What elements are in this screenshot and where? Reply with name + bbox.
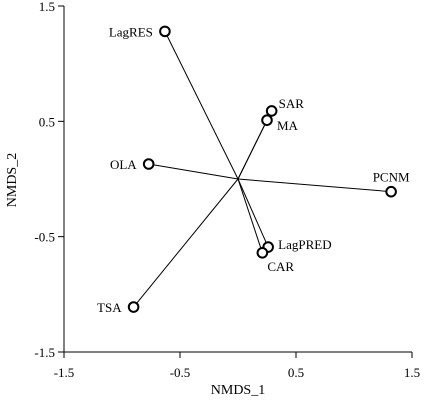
label-tsa: TSA — [97, 300, 122, 315]
y-axis-ticks: 1.5 0.5 -0.5 -1.5 — [34, 0, 64, 360]
point-sar — [265, 105, 278, 117]
y-tick-label: -0.5 — [34, 230, 55, 245]
vector-car — [237, 178, 263, 253]
point-ola — [142, 158, 155, 170]
y-tick-label: -1.5 — [34, 345, 55, 360]
label-sar: SAR — [279, 96, 305, 111]
point-ma — [261, 114, 273, 126]
vector-lagpred — [237, 178, 269, 248]
x-axis-ticks: -1.5 -0.5 0.5 1.5 — [54, 352, 420, 380]
axes — [63, 6, 412, 353]
label-ma: MA — [277, 118, 299, 133]
x-tick-label: -1.5 — [54, 365, 75, 380]
point-labels: LagRES SAR MA OLA PCNM LagPRED CAR TSA — [97, 24, 410, 315]
x-tick-label: 0.5 — [288, 365, 304, 380]
label-ola: OLA — [110, 157, 137, 172]
label-car: CAR — [267, 259, 294, 274]
x-tick-label: -0.5 — [170, 365, 191, 380]
x-axis-title: NMDS_1 — [211, 383, 265, 398]
vector-lines — [133, 31, 392, 308]
vector-ola — [148, 163, 239, 180]
vector-lagres — [164, 31, 239, 180]
point-markers — [127, 25, 397, 313]
x-tick-label: 1.5 — [404, 365, 420, 380]
point-pcnm — [385, 185, 397, 198]
vector-tsa — [133, 178, 239, 308]
point-tsa — [127, 301, 140, 313]
point-car — [256, 247, 269, 259]
y-tick-label: 0.5 — [39, 114, 55, 129]
y-tick-label: 1.5 — [39, 0, 55, 14]
label-lagres: LagRES — [109, 24, 153, 39]
vector-pcnm — [237, 178, 392, 193]
point-lagres — [159, 25, 171, 38]
y-axis-title: NMDS_2 — [5, 153, 20, 207]
label-lagpred: LagPRED — [278, 237, 331, 252]
label-pcnm: PCNM — [373, 170, 410, 185]
vector-ma — [237, 119, 268, 180]
